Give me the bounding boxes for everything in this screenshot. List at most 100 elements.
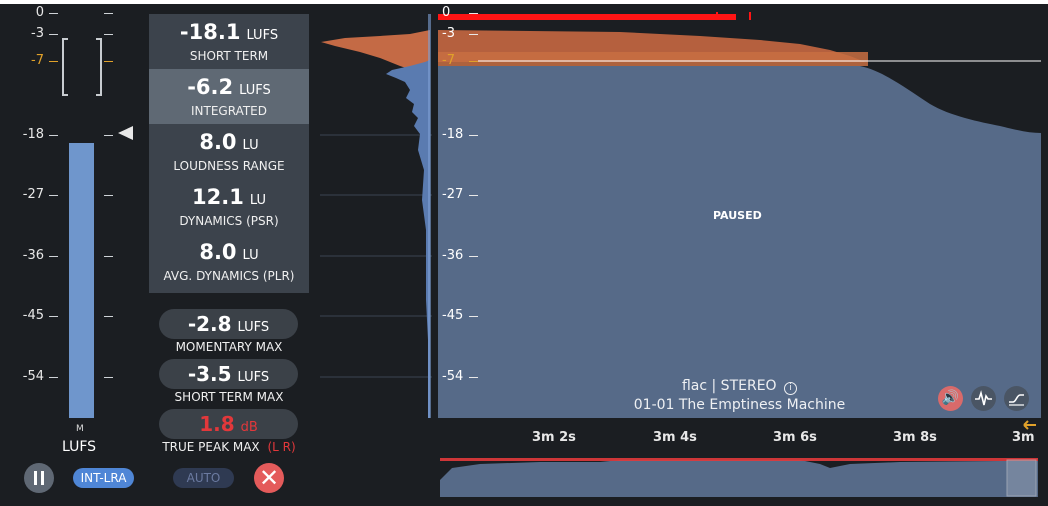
- momentary-max-pill[interactable]: -2.8 LUFS: [159, 309, 298, 339]
- loudness-range-stat[interactable]: 8.0 LU LOUDNESS RANGE: [149, 124, 309, 179]
- left-scale-tick: [104, 135, 113, 136]
- integrated-unit: LUFS: [239, 83, 271, 98]
- left-scale-tick: [104, 61, 113, 62]
- left-scale-tick: [104, 13, 113, 14]
- short-term-value: -18.1: [179, 20, 241, 44]
- true-peak-max-value: 1.8: [199, 412, 235, 436]
- left-scale-label: -27: [22, 187, 44, 202]
- left-scale-label: -54: [22, 369, 44, 384]
- dynamics-value: 12.1: [192, 185, 244, 209]
- integrated-label: INTEGRATED: [190, 104, 267, 118]
- time-label: 3m 8s: [893, 430, 937, 445]
- short-term-histogram: [321, 14, 430, 80]
- int-lra-button[interactable]: INT-LRA: [73, 468, 134, 488]
- short-term-unit: LUFS: [246, 28, 279, 43]
- left-scale-tick: [104, 377, 113, 378]
- lra-bracket-right: [96, 38, 102, 96]
- true-peak-label-text: TRUE PEAK MAX: [162, 440, 260, 454]
- momentary-max-value: -2.8: [187, 312, 232, 336]
- time-label: 3m 6s: [773, 430, 817, 445]
- left-scale-tick: [104, 195, 113, 196]
- speaker-button[interactable]: 🔊: [938, 386, 963, 411]
- graph-scale-label: -18: [442, 127, 464, 142]
- left-scale-label: -18: [22, 127, 44, 142]
- integrated-stat[interactable]: -6.2 LUFS INTEGRATED: [149, 69, 309, 124]
- graph-scale-label: -45: [442, 308, 464, 323]
- left-scale-tick: [104, 256, 113, 257]
- left-scale-tick: [49, 195, 58, 196]
- graph-scale-label: 0: [442, 5, 451, 20]
- momentary-max-unit: LUFS: [237, 320, 270, 335]
- time-label: 3m: [1012, 430, 1035, 445]
- graph-scale-tick: [469, 13, 478, 14]
- close-icon: ✕: [258, 464, 280, 492]
- momentary-area: [438, 66, 1041, 418]
- true-peak-channels: (L R): [267, 440, 296, 454]
- format-info: flac | STEREO i: [438, 378, 1041, 395]
- loudness-stats-panel: -18.1 LUFS SHORT TERM -6.2 LUFS INTEGRATED…: [149, 14, 309, 293]
- graph-scale-tick: [469, 34, 478, 35]
- top-edge: [0, 0, 1048, 4]
- info-icon[interactable]: i: [784, 382, 798, 395]
- waveform-icon: [975, 390, 992, 406]
- auto-button[interactable]: AUTO: [173, 468, 234, 488]
- dynamics-stat[interactable]: 12.1 LU DYNAMICS (PSR): [149, 179, 309, 234]
- graph-scale-tick: [469, 135, 478, 136]
- loudness-range-value: 8.0: [199, 130, 237, 154]
- track-title: 01-01 The Emptiness Machine: [633, 397, 846, 413]
- graph-scale-tick: [469, 61, 478, 62]
- overview-waveform: [440, 460, 1038, 497]
- loudness-range-unit: LU: [242, 138, 259, 153]
- waveform-button[interactable]: [971, 386, 996, 411]
- graph-scale-label: -36: [442, 248, 464, 263]
- left-scale-tick: [49, 377, 58, 378]
- graph-scale-label: -7: [442, 53, 455, 68]
- true-peak-max-pill[interactable]: 1.8 dB: [159, 409, 298, 439]
- true-peak-max-label: TRUE PEAK MAX (L R): [149, 440, 309, 454]
- integrated-value: -6.2: [187, 75, 234, 99]
- graph-scale-tick: [469, 256, 478, 257]
- reset-close-button[interactable]: ✕: [254, 463, 284, 493]
- left-scale-tick: [49, 34, 58, 35]
- avg-dynamics-stat[interactable]: 8.0 LU AVG. DYNAMICS (PLR): [149, 234, 309, 289]
- short-term-max-label: SHORT TERM MAX: [174, 390, 284, 404]
- speaker-icon: 🔊: [941, 390, 960, 406]
- short-term-max-pill[interactable]: -3.5 LUFS: [159, 359, 298, 389]
- left-scale-tick: [49, 13, 58, 14]
- target-level-marker-icon[interactable]: [118, 126, 133, 140]
- dynamics-unit: LU: [249, 193, 266, 208]
- short-term-max-unit: LUFS: [237, 370, 270, 385]
- pause-icon: [34, 471, 37, 485]
- graph-scale-label: -3: [442, 26, 455, 41]
- momentary-histogram: [386, 60, 430, 418]
- histogram-divider: [428, 14, 431, 418]
- format-text: flac | STEREO: [681, 378, 777, 394]
- left-scale-tick: [49, 135, 58, 136]
- graph-scale-label: -27: [442, 187, 464, 202]
- avg-dynamics-value: 8.0: [199, 240, 237, 264]
- pause-button[interactable]: [24, 463, 54, 493]
- short-term-label: SHORT TERM: [189, 49, 269, 63]
- integrated-band: [438, 52, 868, 66]
- time-label: 3m 2s: [532, 430, 576, 445]
- left-scale-tick: [104, 34, 113, 35]
- true-peak-max-unit: dB: [240, 420, 258, 435]
- left-scale-tick: [49, 256, 58, 257]
- graph-scale-tick: [469, 377, 478, 378]
- curve-button[interactable]: [1004, 386, 1029, 411]
- lra-bracket-left: [62, 38, 68, 96]
- left-scale-label: -7: [31, 53, 44, 68]
- dynamics-label: DYNAMICS (PSR): [179, 214, 279, 228]
- short-term-stat[interactable]: -18.1 LUFS SHORT TERM: [149, 14, 309, 69]
- overview-peak-line: [440, 458, 1038, 461]
- avg-dynamics-label: AVG. DYNAMICS (PLR): [163, 269, 295, 283]
- left-scale-label: -36: [22, 248, 44, 263]
- graph-scale-tick: [469, 316, 478, 317]
- left-scale-label: 0: [35, 5, 44, 20]
- loudness-range-label: LOUDNESS RANGE: [173, 159, 285, 173]
- overview-viewport-handle[interactable]: [1006, 459, 1037, 497]
- paused-status: PAUSED: [713, 209, 762, 222]
- meter-unit-label: LUFS: [62, 439, 97, 455]
- graph-scale-tick: [469, 195, 478, 196]
